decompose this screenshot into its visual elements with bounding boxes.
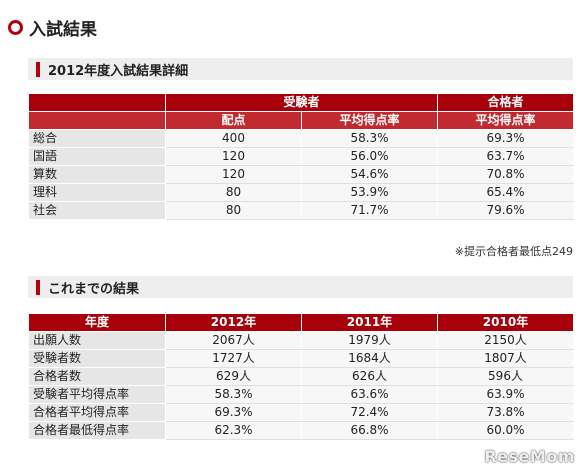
footnote-min-score: ※提示合格者最低点249 — [454, 245, 573, 258]
section-heading-text: これまでの結果 — [48, 281, 140, 297]
table-row: 総合 400 58.3% 69.3% — [28, 129, 575, 148]
page-title-text: 入試結果 — [29, 19, 97, 40]
header-year: 年度 — [28, 313, 166, 332]
value-cell: 596人 — [437, 367, 574, 386]
value-cell: 58.3% — [165, 385, 302, 404]
points-cell: 400 — [165, 129, 302, 148]
row-label: 合格者最低得点率 — [28, 421, 166, 440]
examinee-avg-cell: 58.3% — [300, 129, 439, 148]
value-cell: 63.6% — [301, 385, 438, 404]
section-heading-text: 2012年度入試結果詳細 — [48, 63, 189, 79]
table-row: 受験者数 1727人 1684人 1807人 — [28, 349, 574, 368]
table-row: 算数 120 54.6% 70.8% — [28, 165, 575, 184]
table-row: 合格者平均得点率 69.3% 72.4% 73.8% — [28, 403, 574, 422]
table-row: 国語 120 56.0% 63.7% — [28, 147, 575, 166]
value-cell: 1979人 — [301, 331, 438, 350]
past-results-table: 年度 2012年 2011年 2010年 出願人数 2067人 1979人 21… — [28, 313, 574, 440]
value-cell: 1727人 — [165, 349, 302, 368]
points-cell: 80 — [165, 183, 302, 202]
points-cell: 120 — [165, 165, 302, 184]
section-heading-2012-details: 2012年度入試結果詳細 — [28, 58, 573, 80]
table-header-row: 年度 2012年 2011年 2010年 — [28, 313, 574, 332]
value-cell: 60.0% — [437, 421, 574, 440]
table-header-row: 受験者 合格者 — [28, 93, 575, 112]
value-cell: 626人 — [301, 367, 438, 386]
value-cell: 2150人 — [437, 331, 574, 350]
value-cell: 1807人 — [437, 349, 574, 368]
examinee-avg-cell: 53.9% — [300, 183, 439, 202]
subject-label: 社会 — [28, 201, 166, 220]
header-2010: 2010年 — [437, 313, 574, 332]
row-label: 合格者数 — [28, 367, 166, 386]
passer-avg-cell: 63.7% — [437, 147, 575, 166]
section-accent-bar — [36, 61, 40, 77]
value-cell: 72.4% — [301, 403, 438, 422]
subject-label: 理科 — [28, 183, 166, 202]
value-cell: 63.9% — [437, 385, 574, 404]
subject-label: 総合 — [28, 129, 166, 148]
section-accent-bar — [36, 279, 40, 295]
examinee-avg-cell: 54.6% — [300, 165, 439, 184]
subheader-examinee-avg: 平均得点率 — [300, 111, 439, 130]
row-label: 受験者数 — [28, 349, 166, 368]
value-cell: 73.8% — [437, 403, 574, 422]
header-2012: 2012年 — [165, 313, 302, 332]
points-cell: 120 — [165, 147, 302, 166]
subheader-blank — [28, 111, 166, 130]
passer-avg-cell: 65.4% — [437, 183, 575, 202]
page-title: 入試結果 — [8, 14, 97, 40]
examinee-avg-cell: 56.0% — [300, 147, 439, 166]
table-row: 合格者数 629人 626人 596人 — [28, 367, 574, 386]
row-label: 合格者平均得点率 — [28, 403, 166, 422]
passer-avg-cell: 70.8% — [437, 165, 575, 184]
table-subheader-row: 配点 平均得点率 平均得点率 — [28, 111, 575, 130]
exam-results-2012-table: 受験者 合格者 配点 平均得点率 平均得点率 総合 400 58.3% 69.3… — [28, 93, 575, 220]
subject-label: 算数 — [28, 165, 166, 184]
header-blank — [28, 93, 166, 112]
table-row: 理科 80 53.9% 65.4% — [28, 183, 575, 202]
header-examinees: 受験者 — [164, 93, 439, 112]
header-2011: 2011年 — [301, 313, 438, 332]
table-row: 合格者最低得点率 62.3% 66.8% 60.0% — [28, 421, 574, 440]
subheader-points: 配点 — [165, 111, 302, 130]
value-cell: 2067人 — [165, 331, 302, 350]
row-label: 出願人数 — [28, 331, 166, 350]
examinee-avg-cell: 71.7% — [300, 201, 439, 220]
table-row: 出願人数 2067人 1979人 2150人 — [28, 331, 574, 350]
value-cell: 69.3% — [165, 403, 302, 422]
header-passers: 合格者 — [437, 93, 575, 112]
passer-avg-cell: 79.6% — [437, 201, 575, 220]
resemom-watermark-logo: ReseMom — [484, 447, 575, 466]
table-row: 社会 80 71.7% 79.6% — [28, 201, 575, 220]
table-row: 受験者平均得点率 58.3% 63.6% 63.9% — [28, 385, 574, 404]
circle-bullet-icon — [8, 19, 23, 35]
points-cell: 80 — [165, 201, 302, 220]
passer-avg-cell: 69.3% — [437, 129, 575, 148]
value-cell: 66.8% — [301, 421, 438, 440]
subject-label: 国語 — [28, 147, 166, 166]
value-cell: 1684人 — [301, 349, 438, 368]
section-heading-past-results: これまでの結果 — [28, 276, 573, 298]
value-cell: 629人 — [165, 367, 302, 386]
row-label: 受験者平均得点率 — [28, 385, 166, 404]
value-cell: 62.3% — [165, 421, 302, 440]
subheader-passer-avg: 平均得点率 — [437, 111, 575, 130]
